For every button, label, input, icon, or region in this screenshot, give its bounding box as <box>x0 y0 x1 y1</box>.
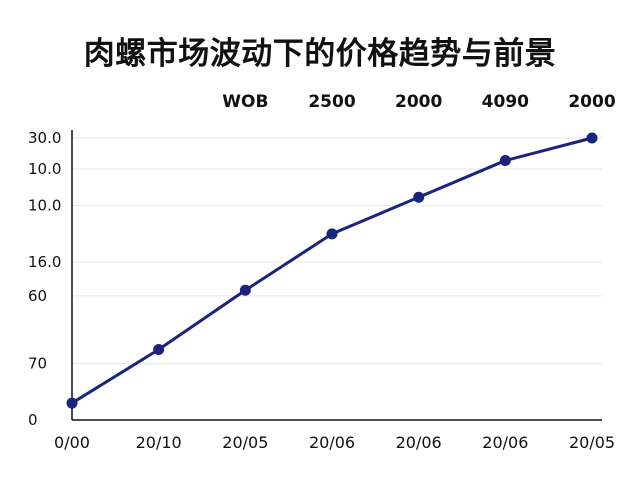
y-tick-label: 10.0 <box>28 197 61 215</box>
x-tick-label: 0/00 <box>54 433 90 452</box>
y-tick-label: 60 <box>28 287 47 305</box>
x-tick-label: 20/05 <box>569 433 615 452</box>
y-tick-label: 0 <box>28 411 38 429</box>
data-point <box>326 228 338 240</box>
data-point <box>586 132 598 144</box>
x-tick-label: 20/06 <box>396 433 442 452</box>
top-label: 2500 <box>308 92 356 112</box>
x-tick-label: 20/06 <box>482 433 528 452</box>
x-tick-label: 20/05 <box>222 433 268 452</box>
y-tick-label: 70 <box>28 355 47 373</box>
top-label: 2000 <box>568 92 616 112</box>
x-tick-label: 20/10 <box>136 433 182 452</box>
data-point <box>499 155 511 167</box>
y-tick-label: 30.0 <box>28 129 61 147</box>
top-label: 4090 <box>481 92 529 112</box>
top-label: 2000 <box>394 92 443 112</box>
data-point <box>413 191 425 203</box>
data-point <box>239 284 251 296</box>
top-label: WOB <box>222 92 269 112</box>
chart-title: 肉螺市场波动下的价格趋势与前景 <box>83 36 557 72</box>
data-point <box>153 344 165 355</box>
data-point <box>66 397 78 409</box>
x-tick-label: 20/06 <box>309 433 355 452</box>
y-tick-label: 10.0 <box>28 160 61 178</box>
y-tick-label: 16.0 <box>28 253 61 271</box>
